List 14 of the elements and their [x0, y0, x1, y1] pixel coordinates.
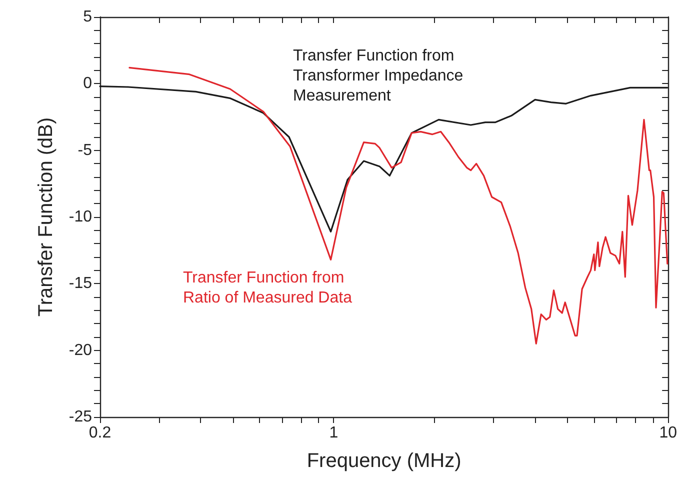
- x-tick-label: 1: [329, 424, 338, 442]
- y-tick-label: -20: [68, 342, 92, 359]
- x-tick-label: 0.2: [88, 424, 112, 442]
- x-axis-title: Frequency (MHz): [306, 450, 462, 472]
- x-tick-label: 10: [659, 424, 678, 442]
- y-tick-label: -5: [78, 142, 92, 159]
- y-axis-title: Transfer Function (dB): [35, 117, 57, 317]
- y-tick-label: -25: [68, 408, 92, 426]
- y-tick-label: -10: [68, 208, 92, 226]
- y-tick-label: 5: [83, 8, 92, 26]
- y-tick-label: 0: [83, 75, 92, 92]
- series-label: Transfer Function from Ratio of Measured Data: [183, 270, 352, 306]
- series-label: Transfer Function from Transformer Impedance Measurement: [293, 48, 468, 104]
- y-tick-label: -15: [68, 275, 92, 292]
